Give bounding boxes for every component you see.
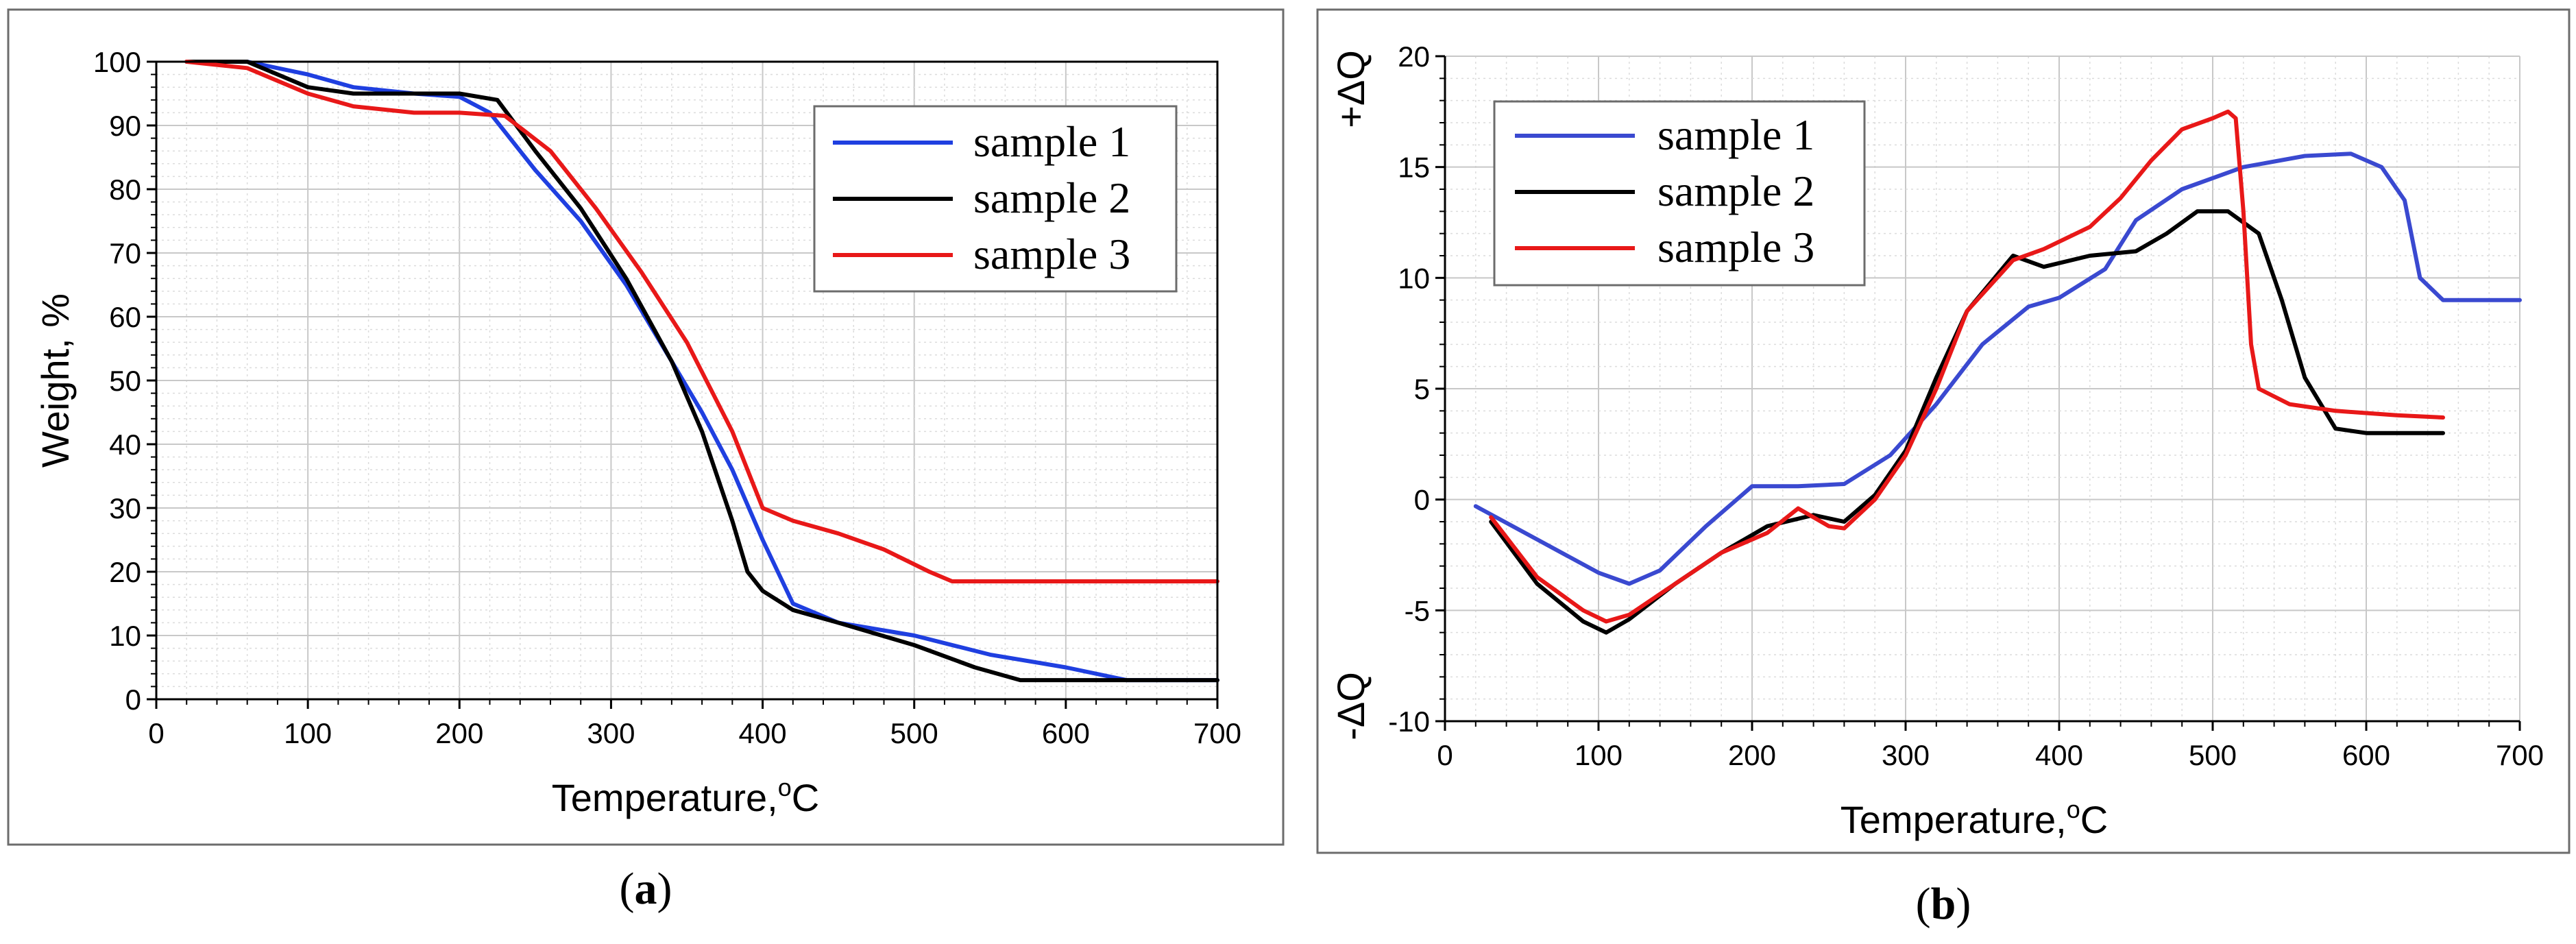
legend-label-sample-3: sample 3 [973, 230, 1130, 278]
series-line-sample-2-a [184, 60, 1219, 683]
series-line-sample-1-b [1473, 152, 2522, 586]
legend-a: sample 1 sample 2 sample 3 [813, 105, 1178, 293]
x-tick-label: 100 [284, 717, 332, 749]
series-line-sample-3-b [1489, 109, 2445, 624]
legend-label-sample-2-b: sample 2 [1657, 167, 1814, 215]
x-tick-label: 400 [739, 717, 787, 749]
y-tick-label: 10 [109, 620, 141, 652]
y-tick-label: 70 [109, 237, 141, 269]
y-axis-title-top-b: +ΔQ [1329, 50, 1372, 128]
legend-label-sample-3-b: sample 3 [1657, 223, 1814, 271]
y-tick-label: 15 [1398, 152, 1430, 184]
unit-letter: C [2080, 798, 2108, 841]
x-tick-label: 300 [1882, 739, 1930, 771]
x-tick-label: 700 [2496, 739, 2544, 771]
lines-a [184, 60, 1219, 683]
x-tick-label: 600 [1042, 717, 1090, 749]
unit-letter: C [792, 776, 819, 819]
ticks-b: 0 100 200 300 400 500 600 700 -10 -5 0 5 10 15 20 [1388, 40, 2544, 771]
degree-mark: o [2067, 795, 2080, 823]
x-tick-label: 300 [587, 717, 635, 749]
panel-a-frame [7, 8, 1285, 846]
y-tick-label: 5 [1414, 373, 1430, 405]
x-tick-label: 200 [1728, 739, 1776, 771]
y-tick-label: 20 [109, 556, 141, 588]
panel-b: 0 100 200 300 400 500 600 700 -10 -5 0 5 10 15 20 Temp… [1316, 8, 2571, 929]
panel-label-a: (a) [620, 864, 672, 914]
x-tick-label: 200 [435, 717, 483, 749]
y-tick-label: 0 [125, 683, 141, 716]
panel-b-frame [1316, 8, 2571, 854]
x-tick-label: 500 [2189, 739, 2237, 771]
panel-a: 0 100 200 300 400 500 600 700 0 10 20 30 40 50 60 70 80 9… [7, 8, 1285, 914]
y-axis-title-a: Weight, % [34, 293, 77, 468]
y-tick-label: 50 [109, 365, 141, 397]
legend-label-sample-1-b: sample 1 [1657, 110, 1814, 159]
y-tick-label: -5 [1405, 594, 1430, 627]
y-tick-label: -10 [1388, 705, 1430, 738]
y-tick-label: 30 [109, 492, 141, 524]
ticks-a: 0 100 200 300 400 500 600 700 0 10 20 30 40 50 60 70 80 9… [93, 46, 1241, 749]
x-tick-label: 400 [2035, 739, 2083, 771]
y-tick-label: 100 [93, 46, 141, 78]
y-tick-label: 40 [109, 428, 141, 461]
x-axis-title-b: Temperature,oC [1840, 795, 2108, 841]
lines-b [1473, 109, 2522, 635]
x-axis-unit-b: oC [2067, 795, 2108, 841]
legend-label-sample-1: sample 1 [973, 117, 1130, 166]
y-tick-label: 20 [1398, 40, 1430, 73]
x-tick-label: 100 [1575, 739, 1623, 771]
x-tick-label: 700 [1193, 717, 1241, 749]
y-tick-label: 90 [109, 110, 141, 142]
legend-b: sample 1 sample 2 sample 3 [1493, 100, 1866, 287]
y-tick-label: 0 [1414, 484, 1430, 516]
x-tick-label: 600 [2342, 739, 2390, 771]
x-axis-unit-a: oC [778, 773, 819, 819]
degree-mark: o [778, 773, 792, 801]
y-axis-title-bottom-b: -ΔQ [1329, 672, 1372, 740]
y-tick-label: 60 [109, 301, 141, 333]
x-tick-label: 0 [1437, 739, 1453, 771]
series-line-sample-3-a [184, 60, 1219, 583]
x-axis-title-a: Temperature,oC [552, 773, 819, 819]
panel-label-b: (b) [1916, 879, 1971, 929]
x-tick-label: 500 [890, 717, 938, 749]
y-tick-label: 10 [1398, 262, 1430, 294]
x-tick-label: 0 [148, 717, 164, 749]
legend-label-sample-2: sample 2 [973, 173, 1130, 222]
y-tick-label: 80 [109, 173, 141, 206]
